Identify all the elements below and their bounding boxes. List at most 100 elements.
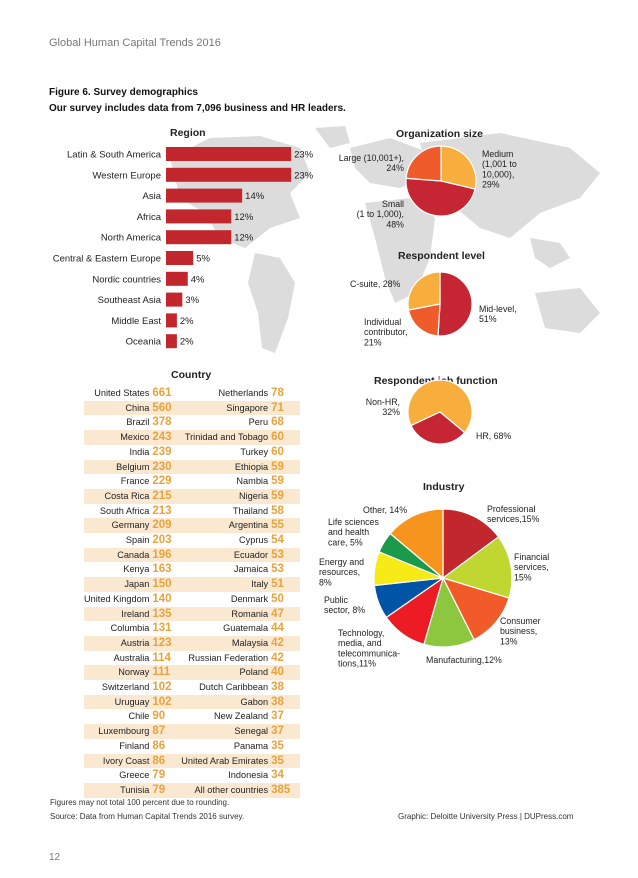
country-row: Mexico 243 Trinidad and Tobago 60 (84, 430, 300, 445)
pie-slice (440, 145, 477, 190)
country-name: Mexico (84, 430, 153, 445)
country-name: Ethiopia (181, 459, 272, 475)
pie-slice-label: Public sector, 8% (324, 595, 365, 615)
country-count: 40 (271, 665, 300, 681)
region-bar (166, 271, 188, 286)
country-name: Switzerland (101, 682, 150, 693)
pie-slice-label: Financial services, 15% (514, 552, 549, 582)
country-count: 55 (271, 518, 300, 534)
country-count: 140 (152, 592, 172, 605)
region-category-label: Western Europe (93, 170, 161, 181)
region-value-label: 3% (185, 295, 199, 306)
country-row: Costa Rica 215 Nigeria 59 (84, 488, 300, 504)
country-count: 229 (152, 475, 172, 488)
country-name: Romania (181, 606, 272, 622)
country-name: Chile (128, 711, 150, 722)
country-count: 38 (271, 681, 284, 694)
country-row: United States 661 Netherlands 78 (84, 386, 300, 401)
country-row: United Kingdom 140 Denmark 50 (84, 592, 300, 607)
region-value-label: 4% (191, 274, 205, 285)
country-row: Switzerland 102 Dutch Caribbean 38 (84, 680, 300, 695)
country-count: 86 (152, 753, 182, 769)
country-row: Germany 209 Argentina 55 (84, 518, 300, 534)
pie-slice (405, 145, 442, 182)
region-value-label: 23% (294, 170, 314, 181)
country-count: 135 (152, 606, 182, 622)
pie-slice (437, 271, 473, 337)
region-value-label: 2% (180, 337, 194, 348)
respondent-level-title: Respondent level (398, 250, 485, 262)
region-value-label: 12% (234, 233, 254, 244)
country-count: 58 (271, 504, 284, 517)
country-name: Australia (113, 652, 150, 663)
region-bar (166, 230, 232, 245)
country-name: Turkey (240, 446, 269, 457)
country-count: 79 (152, 769, 166, 782)
country-count: 114 (152, 651, 171, 664)
region-category-label: Southeast Asia (98, 295, 162, 306)
country-name: Poland (181, 665, 272, 681)
country-count: 102 (152, 681, 172, 694)
country-count: 68 (271, 416, 284, 429)
region-category-label: Asia (143, 191, 162, 202)
country-name: United Kingdom (84, 593, 150, 604)
figure-title: Figure 6. Survey demographics (49, 87, 198, 98)
country-name: China (84, 400, 153, 416)
country-count: 54 (271, 534, 284, 547)
pie-slice-label: Life sciences and health care, 5% (328, 517, 379, 547)
country-name: Gabon (181, 694, 272, 710)
region-value-label: 12% (234, 212, 254, 223)
country-name: Indonesia (228, 770, 269, 781)
pie-slice (389, 508, 444, 580)
pie-slice-label: Professional services,15% (487, 504, 539, 524)
country-table-title: Country (171, 369, 212, 381)
pie-slice (407, 303, 441, 337)
country-count: 42 (271, 651, 284, 664)
region-bar (166, 313, 177, 328)
country-row: Canada 196 Ecuador 53 (84, 547, 300, 563)
region-bar (166, 188, 243, 203)
country-name: Nigeria (181, 488, 272, 504)
country-name: South Africa (99, 505, 150, 516)
region-category-label: Middle East (111, 316, 161, 327)
country-row: Tunisia 79 All other countries 385 (84, 782, 300, 798)
country-name: Austria (84, 635, 153, 651)
pie-slice-label: Consumer business, 13% (500, 616, 541, 646)
country-name: Ivory Coast (84, 753, 153, 769)
country-row: Australia 114 Russian Federation 42 (84, 651, 300, 666)
country-count: 150 (152, 577, 182, 592)
country-row: Ireland 135 Romania 47 (84, 606, 300, 622)
pie-slice-label: Other, 14% (363, 505, 407, 515)
pie-slice-label: Individual contributor, 21% (364, 317, 408, 347)
country-count: 661 (152, 387, 172, 399)
country-count: 196 (152, 547, 182, 563)
region-category-label: Central & Eastern Europe (53, 254, 161, 265)
pie-slice-label: Large (10,001+), 24% (339, 153, 404, 173)
country-name: Dutch Caribbean (199, 682, 269, 693)
pie-slice (405, 177, 476, 217)
country-name: Cyprus (238, 535, 269, 546)
country-name: Germany (84, 518, 153, 534)
country-name: Tunisia (84, 782, 153, 798)
country-row: South Africa 213 Thailand 58 (84, 504, 300, 519)
country-name: Kenya (123, 564, 150, 575)
country-name: France (120, 476, 150, 487)
pie-slice (407, 271, 441, 311)
region-value-label: 2% (180, 316, 194, 327)
country-row: Japan 150 Italy 51 (84, 577, 300, 592)
country-name: Trinidad and Tobago (181, 430, 272, 445)
country-count: 71 (271, 400, 300, 416)
country-count: 90 (152, 710, 166, 723)
country-count: 37 (271, 710, 284, 723)
country-name: Ireland (84, 606, 153, 622)
country-row: Luxembourg 87 Senegal 37 (84, 724, 300, 739)
pie-slice-label: Manufacturing,12% (426, 655, 502, 665)
country-name: Luxembourg (84, 724, 153, 739)
pie-slice-label: C-suite, 28% (350, 279, 401, 289)
country-count: 230 (152, 459, 182, 475)
region-bar-chart: Latin & South America 23% Western Europe 23… (53, 147, 314, 349)
country-name: Italy (181, 577, 272, 592)
country-name: Costa Rica (84, 488, 153, 504)
region-bar (166, 251, 194, 265)
region-value-label: 14% (245, 191, 265, 202)
